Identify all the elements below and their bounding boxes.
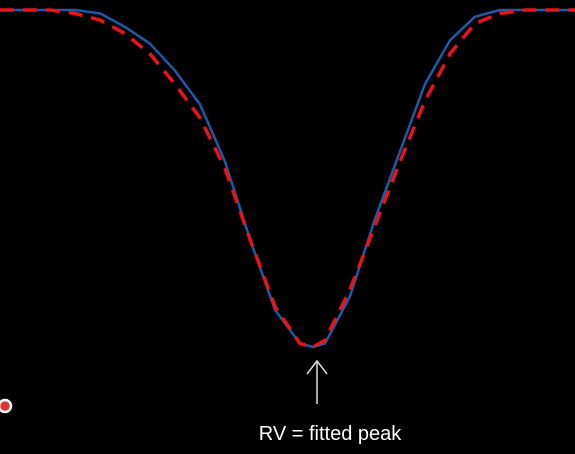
marker-dot bbox=[0, 398, 13, 414]
annotation: RV = fitted peak bbox=[259, 423, 403, 445]
data-line bbox=[0, 8, 575, 349]
fit-line bbox=[0, 8, 575, 349]
arrow-head bbox=[306, 359, 328, 375]
